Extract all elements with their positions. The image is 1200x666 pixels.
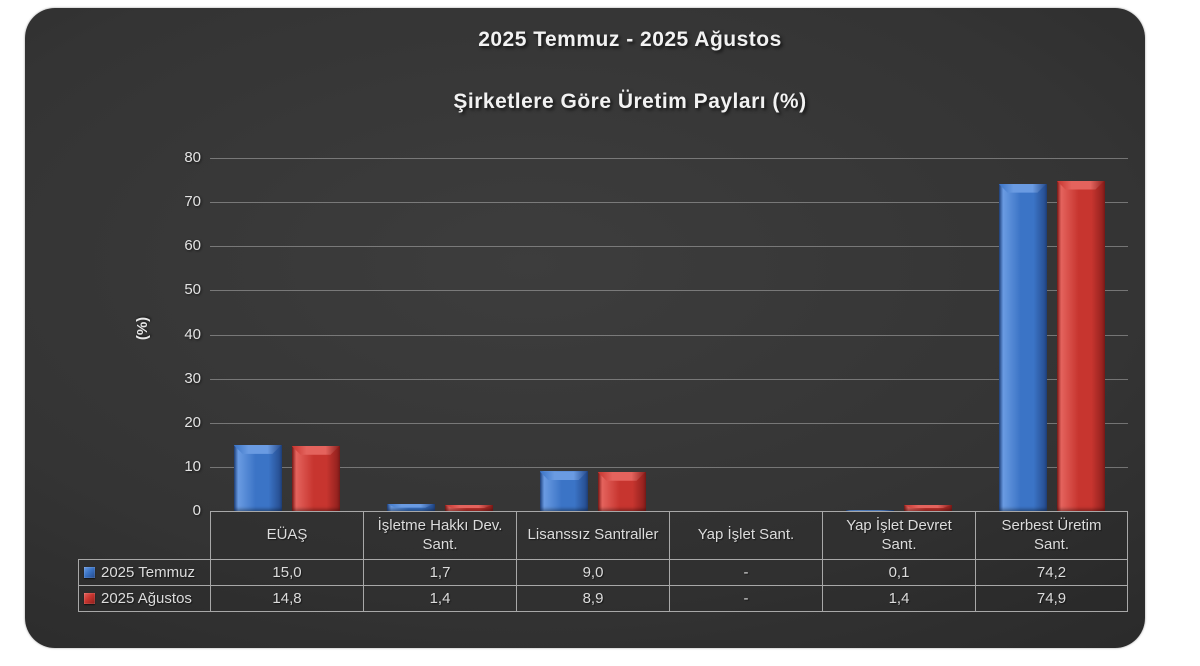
value-cell: 0,1 [822, 559, 975, 585]
bar [998, 183, 1047, 511]
bar [291, 445, 340, 511]
chart-subtitle: Şirketlere Göre Üretim Payları (%) [453, 90, 807, 113]
y-tick-label-10: 10 [184, 457, 201, 475]
bar [444, 504, 493, 511]
y-tick-label-40: 40 [184, 325, 201, 343]
y-tick-label-80: 80 [184, 149, 201, 166]
category-group [210, 158, 363, 511]
column-header-cell: Yap İşlet Devret Sant. [822, 511, 975, 559]
y-axis-ticks: 0 10 20 30 40 50 60 70 80 [153, 149, 201, 519]
bar [539, 471, 588, 511]
gridline-50 [210, 290, 1128, 292]
chart-title: 2025 Temmuz - 2025 Ağustos [478, 28, 782, 51]
value-cell: 8,9 [516, 585, 669, 612]
value-cell: 15,0 [210, 559, 363, 585]
bar [233, 444, 282, 511]
category-group [975, 158, 1128, 511]
value-cell: 74,2 [975, 559, 1128, 585]
y-tick-label-70: 70 [184, 193, 201, 211]
bar [386, 503, 435, 511]
gridline-60 [210, 246, 1128, 248]
value-cell: - [669, 559, 822, 585]
gridline-80 [210, 158, 1128, 159]
y-tick-label-30: 30 [184, 369, 201, 387]
data-table: EÜAŞ İşletme Hakkı Dev. Sant. Lisanssız Sa… [78, 511, 1128, 612]
column-header-cell: EÜAŞ [210, 511, 363, 559]
bar [903, 504, 952, 511]
column-header-cell: Lisanssız Santraller [516, 511, 669, 559]
column-header-cell: Serbest Üretim Sant. [975, 511, 1128, 559]
bar [845, 510, 894, 511]
category-group [822, 158, 975, 511]
y-tick-label-0: 0 [192, 502, 201, 519]
series-name: 2025 Ağustos [101, 590, 192, 607]
bar [597, 471, 646, 511]
gridline-10 [210, 466, 1128, 468]
value-cell: 1,7 [363, 559, 516, 585]
series-name: 2025 Temmuz [101, 564, 195, 581]
value-cell: 1,4 [822, 585, 975, 612]
y-tick-label-60: 60 [184, 237, 201, 255]
category-group [669, 158, 822, 511]
column-header-cell: İşletme Hakkı Dev. Sant. [363, 511, 516, 559]
category-group [363, 158, 516, 511]
value-cell: 74,9 [975, 585, 1128, 612]
bar-series-area [210, 158, 1128, 511]
chart-panel: 2025 Temmuz - 2025 Ağustos Şirketlere Gö… [25, 8, 1145, 648]
gridline-40 [210, 334, 1128, 336]
table-corner-cell [78, 511, 210, 559]
gridline-30 [210, 378, 1128, 380]
y-axis-label: (%) [134, 316, 152, 341]
legend-row-label: 2025 Temmuz [78, 559, 210, 585]
category-group [516, 158, 669, 511]
y-tick-label-20: 20 [184, 413, 201, 431]
value-cell: 14,8 [210, 585, 363, 612]
value-cell: 1,4 [363, 585, 516, 612]
legend-row-label: 2025 Ağustos [78, 585, 210, 612]
gridline-20 [210, 422, 1128, 424]
series-marker-icon [84, 593, 95, 604]
value-cell: 9,0 [516, 559, 669, 585]
value-cell: - [669, 585, 822, 612]
bar [1056, 180, 1105, 511]
series-marker-icon [84, 567, 95, 578]
y-tick-label-50: 50 [184, 281, 201, 299]
column-header-cell: Yap İşlet Sant. [669, 511, 822, 559]
plot-area [210, 158, 1128, 511]
gridline-70 [210, 202, 1128, 204]
